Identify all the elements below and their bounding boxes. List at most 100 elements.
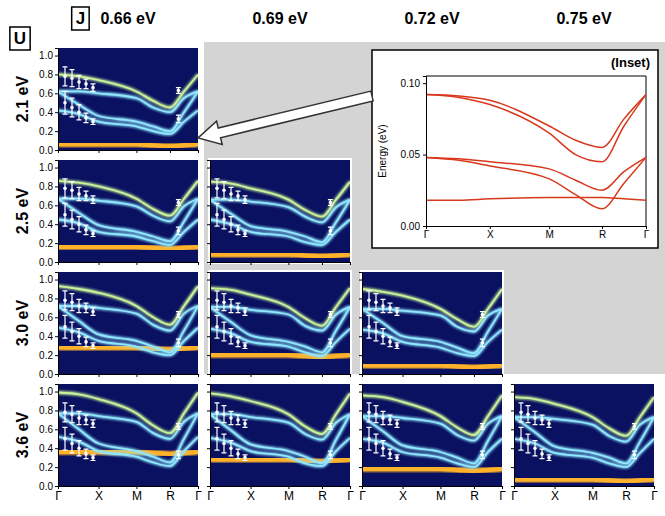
tick: 0.8 xyxy=(39,69,58,80)
tick xyxy=(207,168,210,169)
inset-box xyxy=(372,50,658,248)
error-bar xyxy=(91,308,96,316)
tick-mark xyxy=(288,262,289,265)
tick-mark xyxy=(55,467,58,468)
data-point xyxy=(243,456,247,460)
data-point xyxy=(70,442,74,446)
tick-mark xyxy=(55,131,58,132)
error-bar xyxy=(91,420,96,428)
tick-mark xyxy=(207,392,210,393)
tick-mark xyxy=(198,150,199,153)
tick-label: Γ xyxy=(424,229,430,240)
error-bar xyxy=(381,441,386,456)
error-bar xyxy=(328,312,333,318)
band xyxy=(426,157,646,208)
figure: 0.66 eV0.69 eV0.72 eV0.75 eVJU2.1 eV0.00… xyxy=(0,0,665,516)
data-point xyxy=(63,101,67,105)
tick-mark xyxy=(210,374,211,377)
tick-mark xyxy=(207,374,210,375)
data-point xyxy=(77,416,81,420)
panel-background xyxy=(58,272,198,374)
tick-mark xyxy=(207,243,210,244)
data-point xyxy=(63,299,67,303)
band xyxy=(362,395,502,435)
error-bar xyxy=(381,299,386,312)
band xyxy=(210,200,350,243)
tick: 0.8 xyxy=(39,181,58,192)
error-bar xyxy=(84,415,89,424)
tick-mark xyxy=(359,486,362,487)
axis-line xyxy=(59,151,199,154)
tick: M xyxy=(436,486,446,503)
panel xyxy=(359,270,504,377)
tick: 0.6 xyxy=(39,88,58,99)
tick: 0.00 xyxy=(401,221,426,232)
title-box xyxy=(10,27,30,50)
error-bar xyxy=(229,441,234,456)
error-bar xyxy=(229,411,234,424)
error-bar xyxy=(236,337,241,346)
band xyxy=(210,307,350,352)
panel-border xyxy=(208,158,352,264)
tick-mark xyxy=(207,224,210,225)
tick: M xyxy=(284,486,294,503)
row-label: 3.0 eV xyxy=(14,300,31,347)
tick-mark xyxy=(440,374,441,377)
tick xyxy=(359,448,362,449)
axis-line xyxy=(363,375,503,378)
tick-mark xyxy=(55,224,58,225)
axis xyxy=(59,150,199,153)
axis-line xyxy=(207,161,211,263)
error-bar xyxy=(63,291,68,310)
error-bar xyxy=(176,451,181,459)
tick-label: X xyxy=(487,229,494,240)
panel-border xyxy=(56,270,200,376)
tick xyxy=(359,317,362,318)
error-bar xyxy=(84,337,89,346)
tick-mark xyxy=(55,150,58,151)
axis xyxy=(359,385,363,487)
error-bar xyxy=(374,434,379,453)
panel: ΓXMRΓ xyxy=(359,382,506,503)
data-point xyxy=(526,442,530,446)
tick-mark xyxy=(55,392,58,393)
data-point xyxy=(70,300,74,304)
tick: R xyxy=(318,486,327,503)
data-point xyxy=(77,304,81,308)
data-point xyxy=(215,437,219,441)
tick: Γ xyxy=(195,486,202,503)
tick-label: 0.0 xyxy=(39,145,53,156)
tick xyxy=(207,355,210,356)
panel: ΓXMRΓ xyxy=(511,382,658,503)
tick-mark xyxy=(170,150,171,153)
data-point xyxy=(70,106,74,110)
error-bar xyxy=(84,303,89,312)
axis: ΓXMRΓ xyxy=(511,486,658,503)
axis xyxy=(59,262,199,265)
tick xyxy=(207,429,210,430)
tick-mark xyxy=(210,262,211,265)
tick xyxy=(359,336,362,337)
tick-mark xyxy=(423,226,426,227)
tick-label: 1.0 xyxy=(39,50,53,61)
tick-mark xyxy=(55,186,58,187)
axis-line xyxy=(511,385,515,487)
error-bar xyxy=(547,420,552,428)
plot-area xyxy=(362,395,502,471)
data-point xyxy=(229,334,233,338)
data-point xyxy=(84,306,88,310)
tick: M xyxy=(132,486,142,503)
axis-line xyxy=(207,385,211,487)
data-point xyxy=(236,452,240,456)
panel: ΓXMRΓ xyxy=(207,382,354,503)
tick: X xyxy=(551,486,559,503)
data-point xyxy=(222,188,226,192)
data-point xyxy=(84,82,88,86)
tick: Γ xyxy=(359,486,366,503)
data-point xyxy=(91,86,95,90)
error-bar xyxy=(480,339,485,347)
tick xyxy=(207,280,210,281)
error-bar xyxy=(374,322,379,341)
row-label: 3.6 eV xyxy=(14,412,31,459)
data-point xyxy=(395,422,399,426)
